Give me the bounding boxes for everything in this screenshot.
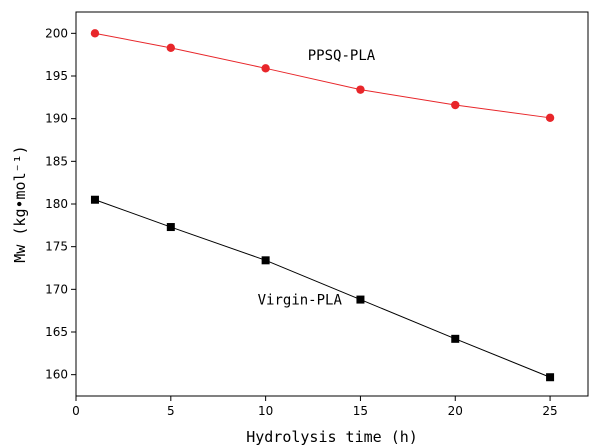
series-line-virgin-pla — [94, 199, 551, 378]
x-axis-title: Hydrolysis time (h) — [246, 428, 418, 446]
data-point-virgin-pla — [166, 223, 175, 232]
series-ppsq-pla — [90, 29, 555, 123]
series-label-ppsq-pla: PPSQ-PLA — [308, 48, 376, 64]
x-tick-label: 10 — [258, 404, 273, 418]
y-tick-label: 180 — [45, 197, 68, 211]
x-tick-label: 0 — [72, 404, 80, 418]
ticks-layer: 0 5 10 15 20 25 160 165 170 175 180 185 190 195 200 — [45, 26, 558, 418]
x-tick-label: 5 — [167, 404, 175, 418]
plot-frame — [75, 11, 589, 397]
series-layer — [90, 29, 555, 382]
data-point-ppsq-pla — [90, 29, 100, 38]
data-point-ppsq-pla — [545, 113, 555, 123]
series-line-ppsq-pla — [94, 32, 551, 119]
series-label-virgin-pla: Virgin-PLA — [258, 293, 343, 309]
labels-layer: PPSQ-PLA Virgin-PLA — [258, 48, 376, 309]
y-tick-label: 185 — [45, 154, 68, 168]
y-tick-label: 175 — [45, 240, 68, 254]
data-point-ppsq-pla — [261, 64, 270, 73]
data-point-virgin-pla — [261, 256, 270, 265]
data-point-virgin-pla — [451, 334, 460, 343]
data-point-virgin-pla — [546, 373, 555, 382]
x-tick-label: 15 — [353, 404, 368, 418]
y-tick-label: 160 — [45, 368, 68, 382]
y-tick-label: 170 — [45, 282, 68, 296]
y-tick-label: 200 — [45, 26, 68, 40]
y-axis-title: Mw (kg•mol⁻¹) — [11, 145, 29, 262]
y-tick-label: 195 — [45, 69, 68, 83]
series-virgin-pla — [90, 195, 555, 382]
data-point-ppsq-pla — [166, 43, 176, 53]
data-point-virgin-pla — [356, 295, 365, 304]
y-tick-label: 165 — [45, 325, 68, 339]
data-point-ppsq-pla — [356, 85, 365, 94]
x-tick-label: 20 — [448, 404, 463, 418]
data-point-virgin-pla — [90, 195, 99, 204]
x-tick-label: 25 — [542, 404, 557, 418]
y-tick-label: 190 — [45, 112, 68, 126]
data-point-ppsq-pla — [451, 100, 460, 110]
